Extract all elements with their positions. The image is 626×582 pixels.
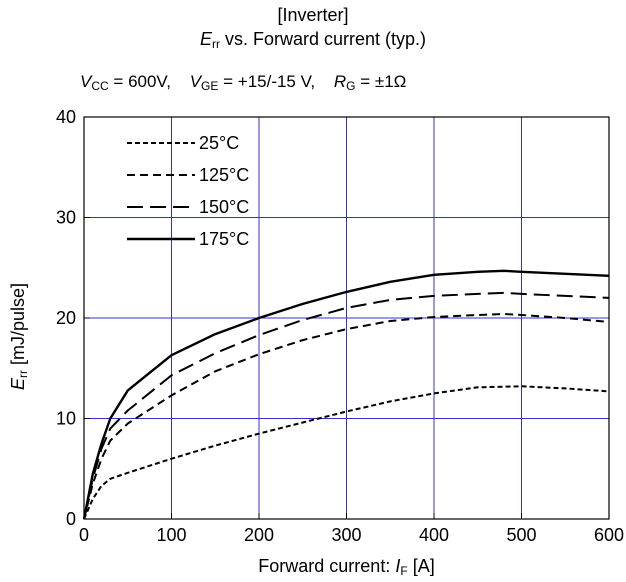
x-tick-label: 500 xyxy=(506,525,536,545)
y-tick-label: 30 xyxy=(56,208,76,228)
x-axis-unit: [A] xyxy=(407,556,435,576)
y-tick-label: 20 xyxy=(56,308,76,328)
chart-title: Err vs. Forward current (typ.) xyxy=(0,28,626,55)
title-text: vs. Forward current (typ.) xyxy=(219,29,427,49)
series-line xyxy=(83,385,610,520)
y-tick-label: 40 xyxy=(56,107,76,127)
y-axis-label: Err [mJ/pulse] xyxy=(2,230,42,430)
x-axis-label: Forward current: IF [A] xyxy=(84,556,609,578)
title-symbol: E xyxy=(199,29,212,49)
vge-symbol: V xyxy=(189,72,202,91)
legend-label: 25°C xyxy=(199,133,239,153)
x-tick-label: 400 xyxy=(419,525,449,545)
x-tick-label: 300 xyxy=(331,525,361,545)
vcc-symbol: V xyxy=(80,72,92,91)
x-axis-symbol: I xyxy=(395,556,401,576)
y-tick-label: 10 xyxy=(56,409,76,429)
legend-label: 125°C xyxy=(199,165,249,185)
vge-subscript: GE xyxy=(201,79,219,93)
series-line xyxy=(82,269,610,520)
test-conditions: VCC = 600V, VGE = +15/-15 V, RG = ±1Ω xyxy=(80,72,406,93)
x-tick-label: 600 xyxy=(594,525,624,545)
legend-label: 150°C xyxy=(199,197,249,217)
rg-value: = ±1Ω xyxy=(360,72,407,91)
vge-value: = +15/-15 V, xyxy=(223,72,316,91)
y-axis-symbol: E xyxy=(8,377,28,390)
legend-label: 175°C xyxy=(199,229,249,249)
chart-supertitle: [Inverter] xyxy=(277,5,349,25)
vcc-subscript: CC xyxy=(91,79,109,93)
x-axis-text: Forward current: xyxy=(258,556,396,576)
x-tick-label: 0 xyxy=(79,525,89,545)
x-tick-label: 200 xyxy=(244,525,274,545)
y-axis-subscript: rr xyxy=(16,369,30,378)
y-axis-unit: [mJ/pulse] xyxy=(8,282,28,370)
x-tick-label: 100 xyxy=(156,525,186,545)
x-axis-subscript: F xyxy=(400,564,408,578)
rg-subscript: G xyxy=(346,79,356,93)
rg-symbol: R xyxy=(333,72,347,91)
y-tick-label: 0 xyxy=(66,509,76,529)
vcc-value: = 600V, xyxy=(113,72,171,91)
series-line xyxy=(83,313,610,520)
title-subscript: rr xyxy=(211,37,220,51)
